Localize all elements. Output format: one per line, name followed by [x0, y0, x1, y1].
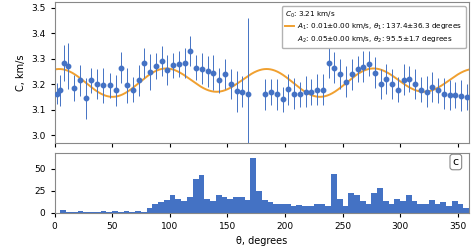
- Y-axis label: C, km/s: C, km/s: [16, 54, 26, 91]
- Bar: [106, 212, 112, 213]
- Bar: [153, 204, 158, 213]
- Bar: [158, 202, 164, 213]
- Bar: [78, 211, 83, 213]
- Bar: [256, 191, 262, 213]
- X-axis label: θ, degrees: θ, degrees: [236, 237, 288, 247]
- Bar: [343, 206, 348, 213]
- Bar: [423, 204, 429, 213]
- Bar: [348, 193, 354, 213]
- Bar: [273, 204, 279, 213]
- Bar: [60, 210, 66, 213]
- Bar: [228, 199, 233, 213]
- Bar: [319, 204, 325, 213]
- Bar: [146, 208, 153, 213]
- Bar: [331, 174, 337, 213]
- Bar: [418, 204, 423, 213]
- Bar: [302, 206, 308, 213]
- Bar: [262, 200, 268, 213]
- Bar: [181, 200, 187, 213]
- Bar: [89, 212, 95, 213]
- Bar: [452, 200, 458, 213]
- Bar: [193, 179, 199, 213]
- Text: c: c: [453, 157, 459, 167]
- Bar: [268, 202, 273, 213]
- Bar: [440, 202, 446, 213]
- Bar: [394, 199, 400, 213]
- Bar: [216, 195, 221, 213]
- Bar: [245, 200, 250, 213]
- Bar: [199, 175, 204, 213]
- Bar: [371, 193, 377, 213]
- Bar: [314, 204, 319, 213]
- Bar: [458, 204, 464, 213]
- Bar: [383, 200, 389, 213]
- Bar: [204, 199, 210, 213]
- Bar: [389, 204, 394, 213]
- Bar: [446, 206, 452, 213]
- Bar: [83, 212, 89, 213]
- Bar: [365, 204, 371, 213]
- Bar: [135, 211, 141, 213]
- Bar: [210, 200, 216, 213]
- Bar: [377, 188, 383, 213]
- Bar: [221, 197, 228, 213]
- Bar: [72, 212, 78, 213]
- Bar: [464, 208, 469, 213]
- Bar: [411, 200, 418, 213]
- Bar: [164, 200, 170, 213]
- Bar: [187, 197, 193, 213]
- Bar: [279, 204, 285, 213]
- Bar: [112, 211, 118, 213]
- Bar: [400, 200, 406, 213]
- Bar: [291, 206, 296, 213]
- Bar: [250, 158, 256, 213]
- Bar: [100, 211, 106, 213]
- Bar: [406, 195, 411, 213]
- Bar: [129, 212, 135, 213]
- Bar: [233, 197, 239, 213]
- Bar: [141, 212, 146, 213]
- Bar: [435, 204, 440, 213]
- Bar: [308, 206, 314, 213]
- Bar: [239, 197, 245, 213]
- Bar: [66, 212, 72, 213]
- Bar: [285, 204, 291, 213]
- Bar: [175, 199, 181, 213]
- Bar: [429, 200, 435, 213]
- Bar: [296, 205, 302, 213]
- Bar: [354, 195, 360, 213]
- Bar: [118, 212, 124, 213]
- Bar: [124, 211, 129, 213]
- Bar: [170, 195, 175, 213]
- Bar: [325, 206, 331, 213]
- Bar: [95, 212, 100, 213]
- Legend: $A_1$: 0.01±0.00 km/s, $\theta_1$: 137.4±36.3 degrees, $A_2$: 0.05±0.00 km/s, $\: $A_1$: 0.01±0.00 km/s, $\theta_1$: 137.4…: [282, 6, 465, 48]
- Bar: [337, 199, 343, 213]
- Bar: [360, 200, 365, 213]
